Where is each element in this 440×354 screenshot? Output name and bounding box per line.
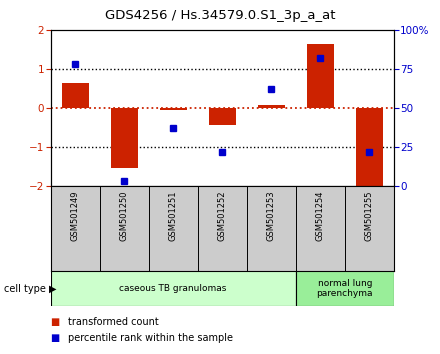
Bar xyxy=(307,44,334,108)
Text: caseous TB granulomas: caseous TB granulomas xyxy=(120,284,227,293)
Text: ■: ■ xyxy=(51,333,60,343)
Text: GSM501251: GSM501251 xyxy=(169,190,178,241)
Bar xyxy=(51,271,296,306)
Bar xyxy=(62,82,88,108)
Text: percentile rank within the sample: percentile rank within the sample xyxy=(68,333,233,343)
Text: GSM501254: GSM501254 xyxy=(316,190,325,241)
Text: GSM501253: GSM501253 xyxy=(267,190,276,241)
Text: cell type ▶: cell type ▶ xyxy=(4,284,57,293)
Bar xyxy=(296,271,394,306)
Text: GSM501250: GSM501250 xyxy=(120,190,128,241)
Text: normal lung
parenchyma: normal lung parenchyma xyxy=(316,279,373,298)
Bar xyxy=(160,108,187,110)
Text: transformed count: transformed count xyxy=(68,317,159,327)
Bar xyxy=(111,108,138,168)
Text: GSM501249: GSM501249 xyxy=(70,190,80,241)
Bar xyxy=(258,105,285,108)
Text: ■: ■ xyxy=(51,317,60,327)
Text: GSM501255: GSM501255 xyxy=(365,190,374,241)
Text: GSM501252: GSM501252 xyxy=(218,190,227,241)
Text: GDS4256 / Hs.34579.0.S1_3p_a_at: GDS4256 / Hs.34579.0.S1_3p_a_at xyxy=(105,9,335,22)
Bar xyxy=(356,108,383,190)
Bar xyxy=(209,108,236,125)
